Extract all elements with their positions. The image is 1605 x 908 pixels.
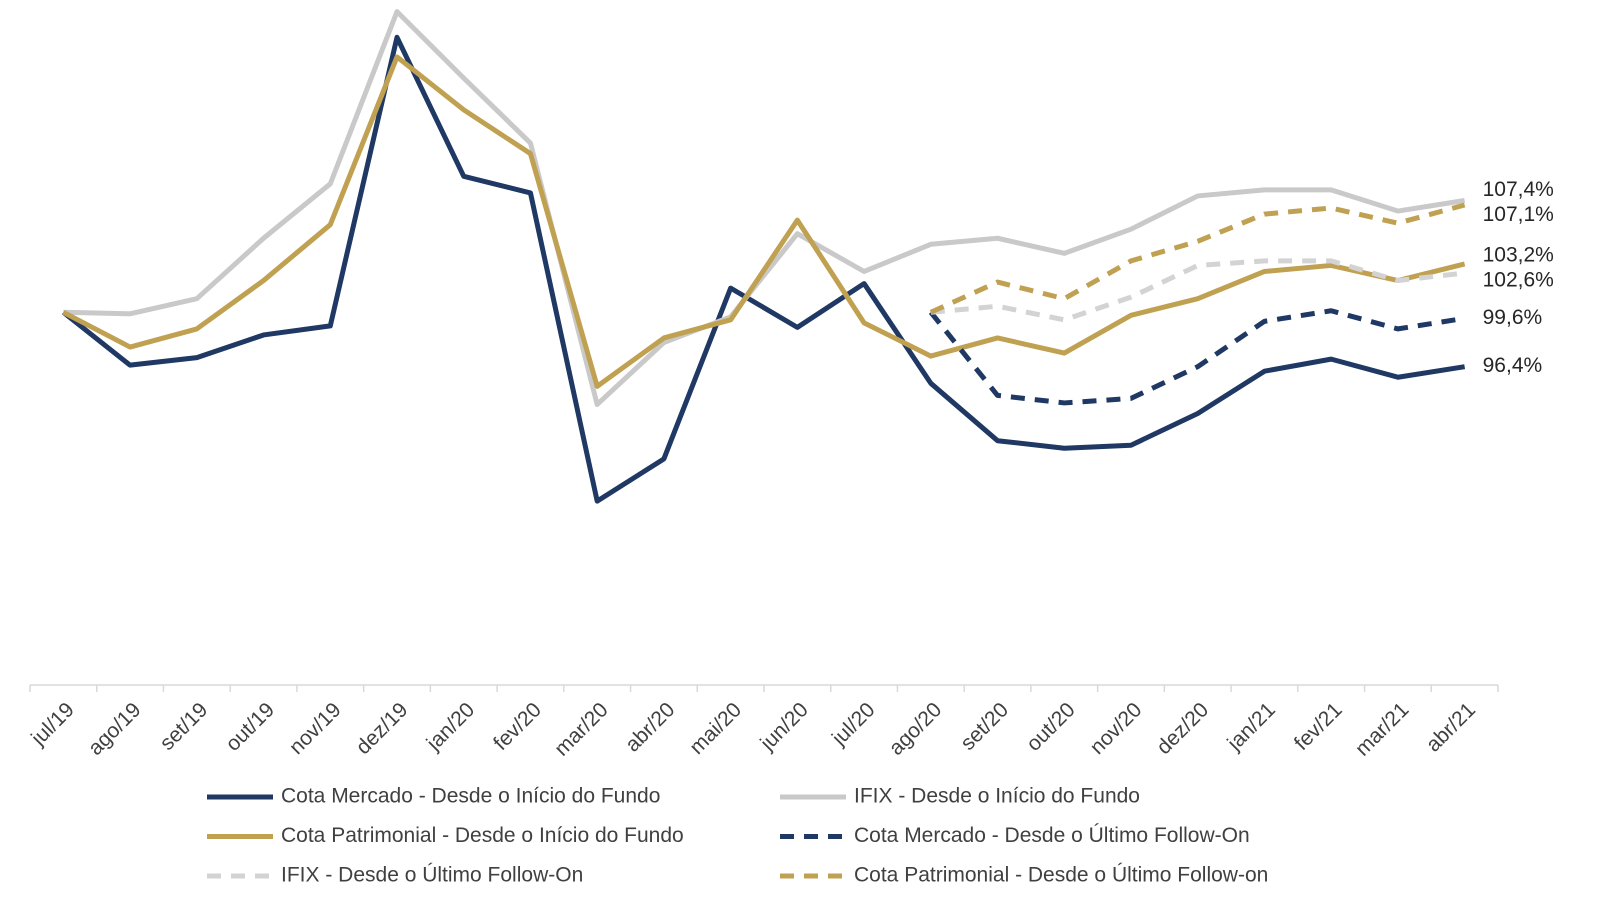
data-label: 96,4% bbox=[1483, 354, 1543, 377]
legend-label: IFIX - Desde o Início do Fundo bbox=[854, 785, 1140, 808]
x-tick-label: set/19 bbox=[156, 698, 213, 755]
x-tick-label: abr/20 bbox=[621, 698, 679, 756]
x-tick-label: ago/20 bbox=[885, 698, 947, 760]
series-line bbox=[929, 202, 1466, 315]
x-tick-label: set/20 bbox=[956, 698, 1013, 755]
series-line bbox=[62, 54, 1466, 389]
data-label: 102,6% bbox=[1483, 269, 1554, 292]
legend-label: Cota Patrimonial - Desde o Último Follow… bbox=[854, 864, 1268, 887]
legend-label: Cota Mercado - Desde o Último Follow-On bbox=[854, 824, 1250, 847]
legend-label: Cota Patrimonial - Desde o Início do Fun… bbox=[281, 824, 684, 847]
x-tick-label: mar/20 bbox=[550, 698, 612, 760]
x-tick-label: dez/20 bbox=[1152, 698, 1213, 759]
x-tick-label: jul/20 bbox=[827, 698, 879, 750]
x-tick-label: fev/20 bbox=[489, 698, 546, 755]
x-tick-label: nov/19 bbox=[285, 698, 346, 759]
x-tick-label: jul/19 bbox=[26, 698, 78, 750]
x-tick-label: out/19 bbox=[221, 698, 279, 756]
series-line bbox=[930, 258, 1465, 323]
x-tick-label: dez/19 bbox=[352, 698, 413, 759]
x-tick-label: jun/20 bbox=[755, 698, 812, 755]
legend-label: IFIX - Desde o Último Follow-On bbox=[281, 864, 583, 887]
x-tick-label: ago/19 bbox=[84, 698, 146, 760]
x-tick-label: mar/21 bbox=[1351, 698, 1413, 760]
x-tick-label: jan/21 bbox=[1222, 698, 1279, 755]
x-tick-label: nov/20 bbox=[1086, 698, 1147, 759]
data-label: 99,6% bbox=[1483, 306, 1543, 329]
x-tick-label: out/20 bbox=[1022, 698, 1080, 756]
data-label: 107,4% bbox=[1483, 178, 1554, 201]
x-tick-label: fev/21 bbox=[1290, 698, 1347, 755]
legend-label: Cota Mercado - Desde o Início do Fundo bbox=[281, 785, 660, 808]
data-label: 107,1% bbox=[1483, 203, 1554, 226]
series-line bbox=[61, 34, 1466, 504]
series-line bbox=[928, 308, 1466, 406]
series-line bbox=[63, 9, 1466, 407]
data-label: 103,2% bbox=[1483, 244, 1554, 267]
x-tick-label: abr/21 bbox=[1422, 698, 1480, 756]
x-tick-label: mai/20 bbox=[685, 698, 746, 759]
x-tick-label: jan/20 bbox=[422, 698, 479, 755]
